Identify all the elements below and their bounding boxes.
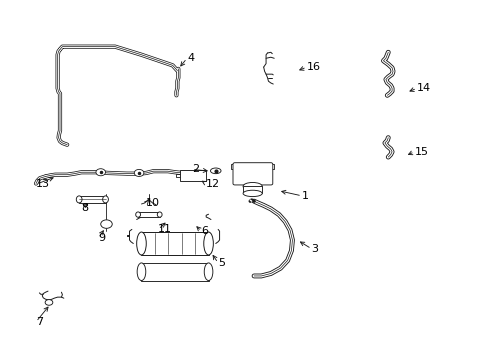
Text: 10: 10	[146, 198, 160, 208]
Circle shape	[134, 170, 143, 176]
Ellipse shape	[243, 183, 262, 190]
Text: 1: 1	[302, 191, 308, 201]
Text: 4: 4	[186, 53, 194, 63]
Circle shape	[45, 300, 53, 305]
Bar	[243, 186, 262, 193]
Ellipse shape	[136, 212, 140, 217]
Text: 16: 16	[306, 62, 320, 72]
Ellipse shape	[136, 232, 146, 255]
Text: 7: 7	[36, 317, 43, 327]
Text: 11: 11	[158, 224, 172, 234]
FancyBboxPatch shape	[232, 163, 272, 185]
Bar	[180, 170, 206, 181]
Bar	[79, 196, 105, 203]
Circle shape	[96, 169, 105, 176]
Bar	[141, 232, 208, 255]
Text: 2: 2	[191, 165, 199, 174]
Text: 5: 5	[218, 258, 224, 268]
Text: 13: 13	[36, 179, 50, 189]
Text: 6: 6	[201, 226, 208, 236]
Ellipse shape	[210, 168, 221, 174]
Text: 8: 8	[81, 203, 88, 213]
Ellipse shape	[203, 232, 213, 255]
Ellipse shape	[243, 190, 262, 197]
Ellipse shape	[157, 212, 162, 217]
Bar	[138, 212, 160, 217]
Ellipse shape	[102, 196, 108, 203]
Ellipse shape	[137, 263, 145, 280]
Bar	[141, 263, 208, 280]
Text: 3: 3	[311, 244, 318, 254]
Text: 15: 15	[414, 147, 428, 157]
Text: 14: 14	[416, 83, 430, 93]
Ellipse shape	[76, 196, 82, 203]
Ellipse shape	[204, 263, 212, 280]
Text: 9: 9	[98, 233, 105, 243]
Circle shape	[101, 220, 112, 228]
Text: 12: 12	[206, 179, 220, 189]
